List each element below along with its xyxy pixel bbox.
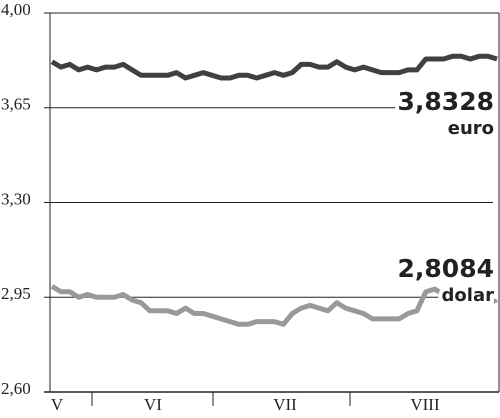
- y-tick-label: 2,60: [1, 379, 31, 398]
- series-line: [50, 284, 498, 327]
- y-tick-label: 4,00: [1, 0, 31, 19]
- latest-value: 2,8084: [398, 254, 494, 283]
- legend-label: dolar: [442, 285, 495, 306]
- y-tick-label: 2,95: [1, 284, 31, 303]
- x-tick-label: VII: [273, 395, 297, 414]
- legend-label: euro: [448, 118, 494, 139]
- y-tick-label: 3,30: [1, 189, 31, 208]
- y-tick-label: 3,65: [1, 95, 31, 114]
- series-line: [50, 53, 498, 81]
- x-tick-label: VIII: [410, 395, 440, 414]
- latest-value: 3,8328: [398, 87, 494, 116]
- x-tick-label: VI: [144, 395, 162, 414]
- x-tick-label: V: [51, 395, 64, 414]
